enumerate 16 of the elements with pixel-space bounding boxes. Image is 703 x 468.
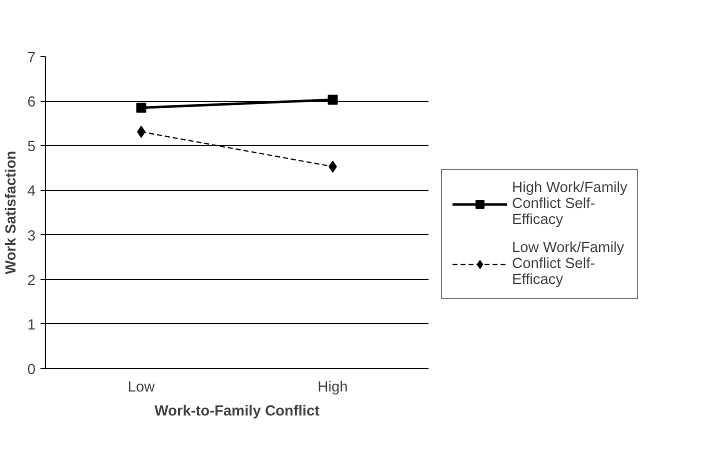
x-axis-title: Work-to-Family Conflict: [154, 404, 320, 420]
point: [328, 94, 338, 105]
y-tick-label: 1: [27, 317, 36, 334]
point: [136, 102, 146, 113]
y-tick-label: 3: [27, 228, 36, 244]
x-tick-label: Low: [128, 380, 156, 396]
y-tick-label: 2: [27, 272, 36, 289]
y-tick-label: 7: [27, 50, 36, 66]
y-tick-label: 5: [27, 139, 36, 156]
legend-label: Low Work/Family Conflict Self-Efficacy: [512, 240, 624, 288]
y-tick-label: 6: [27, 94, 36, 111]
y-tick-label: 0: [27, 362, 36, 378]
y-tick-label: 4: [27, 184, 36, 200]
x-tick-label: High: [318, 380, 348, 396]
legend-label: High Work/Family Conflict Self-Efficacy: [512, 180, 628, 228]
y-axis-title: Work Satisfaction: [3, 150, 20, 274]
